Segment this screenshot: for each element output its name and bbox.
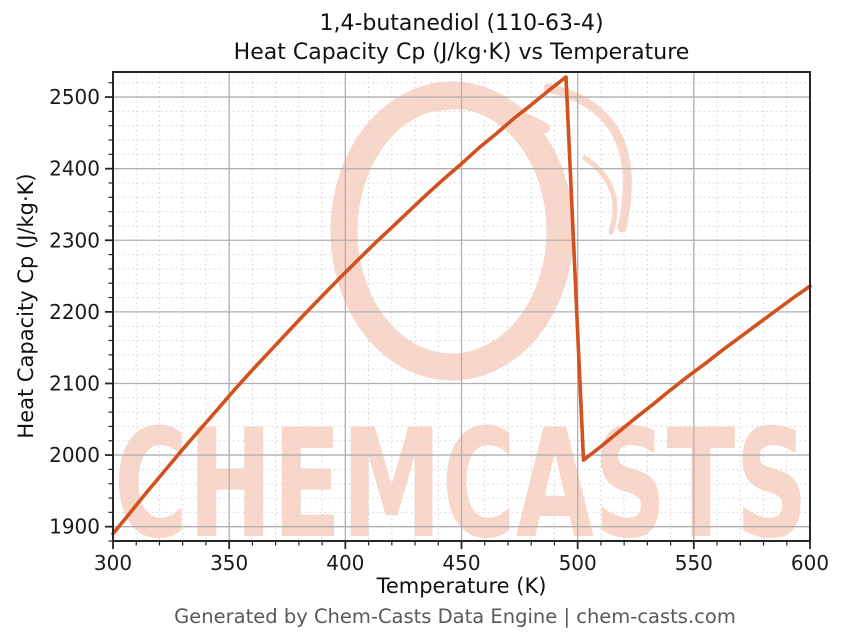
footer-credit: Generated by Chem-Casts Data Engine | ch… xyxy=(174,605,736,628)
svg-text:550: 550 xyxy=(675,551,713,575)
svg-text:400: 400 xyxy=(326,551,364,575)
chart-subtitle: Heat Capacity Cp (J/kg·K) vs Temperature xyxy=(233,40,690,65)
svg-text:2300: 2300 xyxy=(49,228,100,252)
y-axis-label: Heat Capacity Cp (J/kg·K) xyxy=(14,173,38,439)
svg-text:350: 350 xyxy=(210,551,248,575)
svg-text:2400: 2400 xyxy=(49,157,100,181)
svg-text:450: 450 xyxy=(442,551,480,575)
cp-curve xyxy=(111,75,812,536)
chart-title-block: 1,4-butanediol (110-63-4) Heat Capacity … xyxy=(113,9,810,67)
svg-text:2000: 2000 xyxy=(49,443,100,467)
svg-text:2500: 2500 xyxy=(49,85,100,109)
svg-text:600: 600 xyxy=(791,551,829,575)
svg-text:2200: 2200 xyxy=(49,300,100,324)
svg-text:300: 300 xyxy=(94,551,132,575)
y-tick-labels: 1900 2000 2100 2200 2300 2400 2500 xyxy=(49,85,100,539)
x-tick-labels: 300 350 400 450 500 550 600 xyxy=(94,551,829,575)
chart-title: 1,4-butanediol (110-63-4) xyxy=(319,11,604,36)
svg-text:2100: 2100 xyxy=(49,371,100,395)
x-axis-label: Temperature (K) xyxy=(376,574,547,598)
svg-text:1900: 1900 xyxy=(49,515,100,539)
svg-text:500: 500 xyxy=(559,551,597,575)
axis-ticks xyxy=(105,82,811,549)
